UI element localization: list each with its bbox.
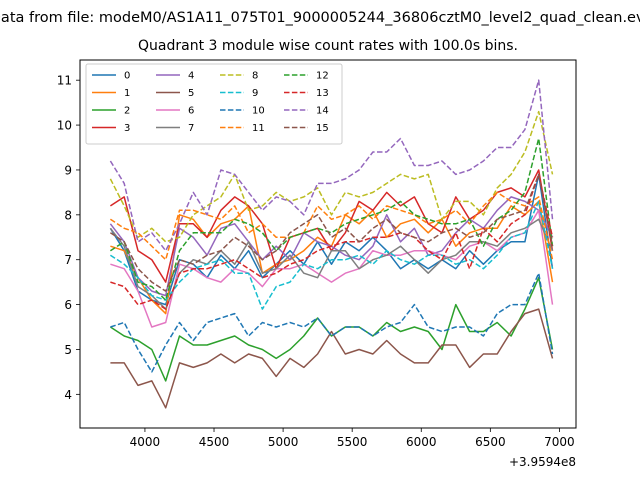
legend-label-13: 13 [316,88,329,99]
x-tick-label: 4000 [130,435,161,449]
series-layer [109,79,554,409]
x-axis: 4000 4500 5000 5500 6000 6500 7000 [130,428,575,449]
legend-label-11: 11 [252,123,265,134]
legend-label-14: 14 [316,106,329,117]
series-line-2 [109,276,554,382]
legend-label-3: 3 [124,123,130,134]
x-offset-label: +3.9594e8 [509,455,576,469]
series-line-11 [109,191,554,261]
x-tick-label: 7000 [544,435,575,449]
y-tick-label: 4 [64,388,72,402]
legend-box [85,63,343,145]
x-tick-label: 5500 [337,435,368,449]
x-tick-label: 4500 [199,435,230,449]
legend-label-9: 9 [252,88,258,99]
y-tick-label: 7 [64,253,72,267]
legend-label-15: 15 [316,123,329,134]
legend-label-6: 6 [188,106,194,117]
y-tick-label: 8 [64,208,72,222]
y-tick-label: 5 [64,343,72,357]
chart-title: Quadrant 3 module wise count rates with … [138,38,518,54]
series-line-15 [109,173,554,292]
series-line-8 [109,110,554,243]
legend-label-2: 2 [124,106,130,117]
y-tick-label: 6 [64,298,72,312]
series-line-5 [110,308,554,409]
y-tick-label: 11 [57,74,72,88]
figure-suptitle: Data from file: modeM0/AS1A11_075T01_900… [0,10,640,26]
series-line-13 [110,173,554,310]
series-line-9 [109,200,554,310]
legend-label-1: 1 [124,88,130,99]
y-tick-label: 9 [64,163,72,177]
x-tick-label: 5000 [268,435,299,449]
axes-frame [79,59,577,429]
legend-label-12: 12 [316,71,329,82]
legend-label-4: 4 [188,71,194,82]
x-tick-label: 6500 [475,435,506,449]
series-line-12 [109,137,554,301]
legend-label-10: 10 [252,106,265,117]
series-line-14 [109,79,554,252]
legend-label-5: 5 [188,88,194,99]
legend-label-8: 8 [252,71,258,82]
series-line-10 [110,272,554,373]
legend-label-0: 0 [124,71,130,82]
y-axis: 4 5 6 7 8 9 10 11 [57,74,80,402]
legend-label-7: 7 [188,123,194,134]
y-tick-label: 10 [57,119,72,133]
x-tick-label: 6000 [406,435,437,449]
